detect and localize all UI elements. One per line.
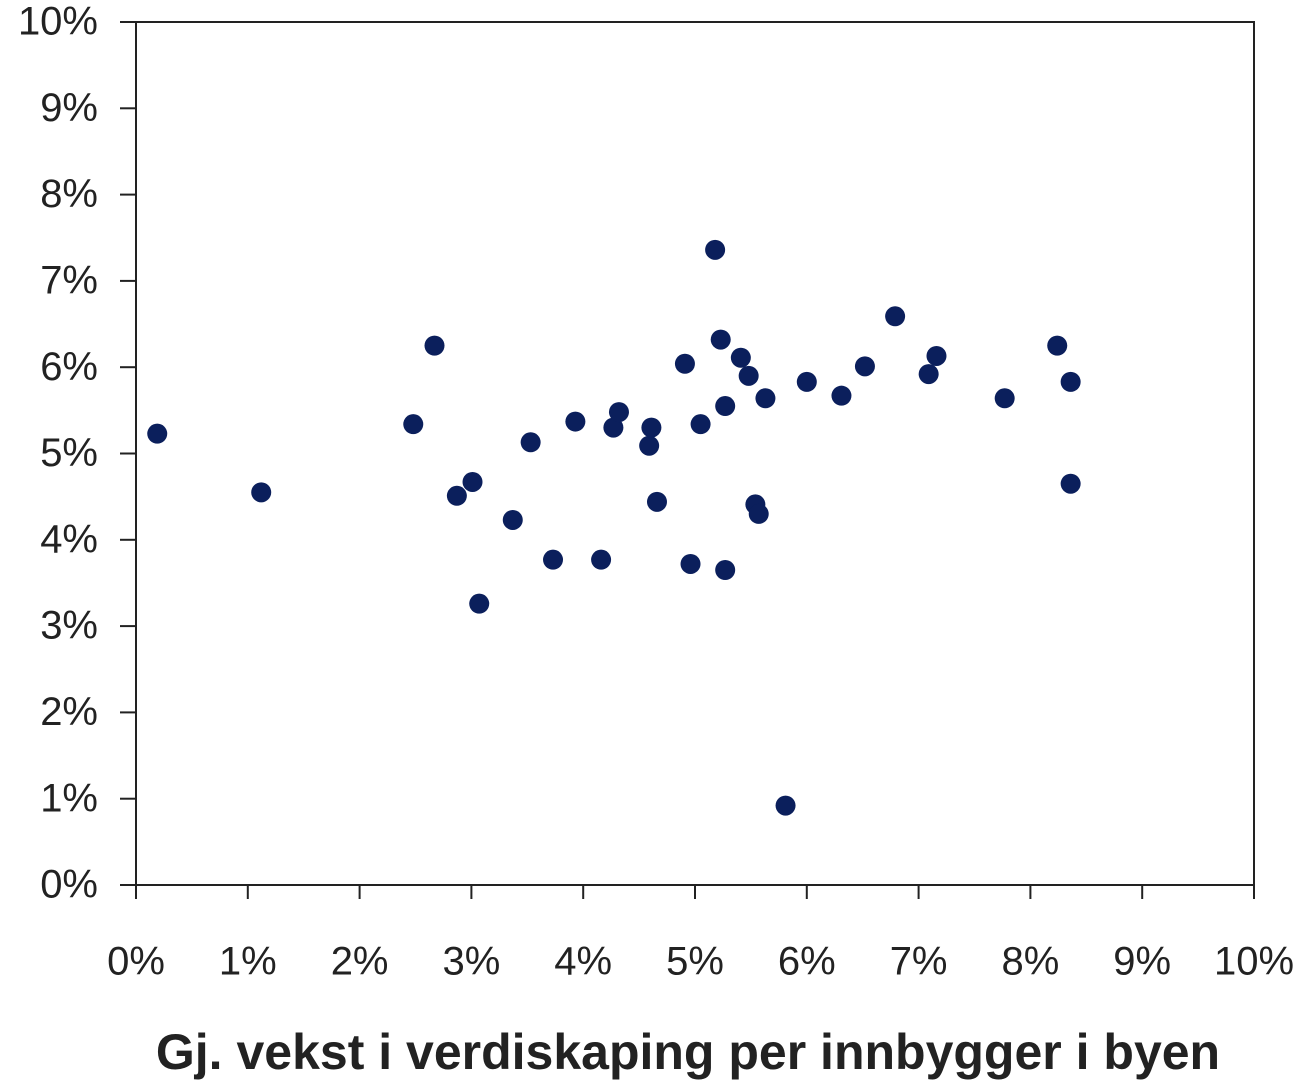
- x-tick-label: 2%: [331, 940, 389, 984]
- point: [147, 423, 168, 444]
- point: [796, 371, 817, 392]
- x-tick-label: 6%: [778, 940, 836, 984]
- point: [251, 482, 272, 503]
- point: [543, 549, 564, 570]
- point: [424, 335, 445, 356]
- point: [926, 345, 947, 366]
- x-tick-label: 0%: [107, 940, 165, 984]
- point: [462, 471, 483, 492]
- point: [608, 402, 629, 423]
- y-tick-label: 6%: [40, 345, 98, 389]
- point: [775, 795, 796, 816]
- point: [603, 417, 624, 438]
- point: [520, 432, 541, 453]
- x-tick-label: 5%: [666, 940, 724, 984]
- point: [690, 414, 711, 435]
- point: [680, 553, 701, 574]
- point: [715, 560, 736, 581]
- point: [1060, 371, 1081, 392]
- point: [1047, 335, 1068, 356]
- y-tick-label: 1%: [40, 776, 98, 820]
- point: [565, 411, 586, 432]
- x-tick-label: 9%: [1113, 940, 1171, 984]
- point: [1060, 473, 1081, 494]
- point: [469, 593, 490, 614]
- point: [646, 491, 667, 512]
- point: [639, 435, 660, 456]
- point: [831, 385, 852, 406]
- point: [730, 347, 751, 368]
- point: [710, 329, 731, 350]
- point: [403, 414, 424, 435]
- y-tick-label: 5%: [40, 431, 98, 475]
- point: [738, 365, 759, 386]
- point: [674, 353, 695, 374]
- x-tick-label: 3%: [442, 940, 500, 984]
- y-tick-label: 8%: [40, 172, 98, 216]
- y-tick-label: 9%: [40, 86, 98, 130]
- x-axis-label: Gj. vekst i verdiskaping per innbygger i…: [156, 1024, 1220, 1080]
- y-tick-label: 2%: [40, 690, 98, 734]
- x-tick-label: 4%: [554, 940, 612, 984]
- point: [748, 503, 769, 524]
- y-tick-label: 4%: [40, 517, 98, 561]
- point: [715, 396, 736, 417]
- point: [446, 485, 467, 506]
- point: [918, 364, 939, 385]
- point: [994, 388, 1015, 409]
- point: [591, 549, 612, 570]
- plot-frame: [135, 21, 1255, 886]
- x-tick-label: 1%: [219, 940, 277, 984]
- point: [755, 388, 776, 409]
- y-tick-label: 7%: [40, 258, 98, 302]
- point: [885, 306, 906, 327]
- y-tick-label: 0%: [40, 863, 98, 907]
- point: [641, 417, 662, 438]
- x-tick-label: 7%: [890, 940, 948, 984]
- x-tick-label: 8%: [1001, 940, 1059, 984]
- x-tick-label: 10%: [1214, 940, 1294, 984]
- point: [705, 239, 726, 260]
- y-tick-label: 10%: [18, 0, 98, 44]
- y-tick-label: 3%: [40, 604, 98, 648]
- point: [854, 356, 875, 377]
- point: [502, 509, 523, 530]
